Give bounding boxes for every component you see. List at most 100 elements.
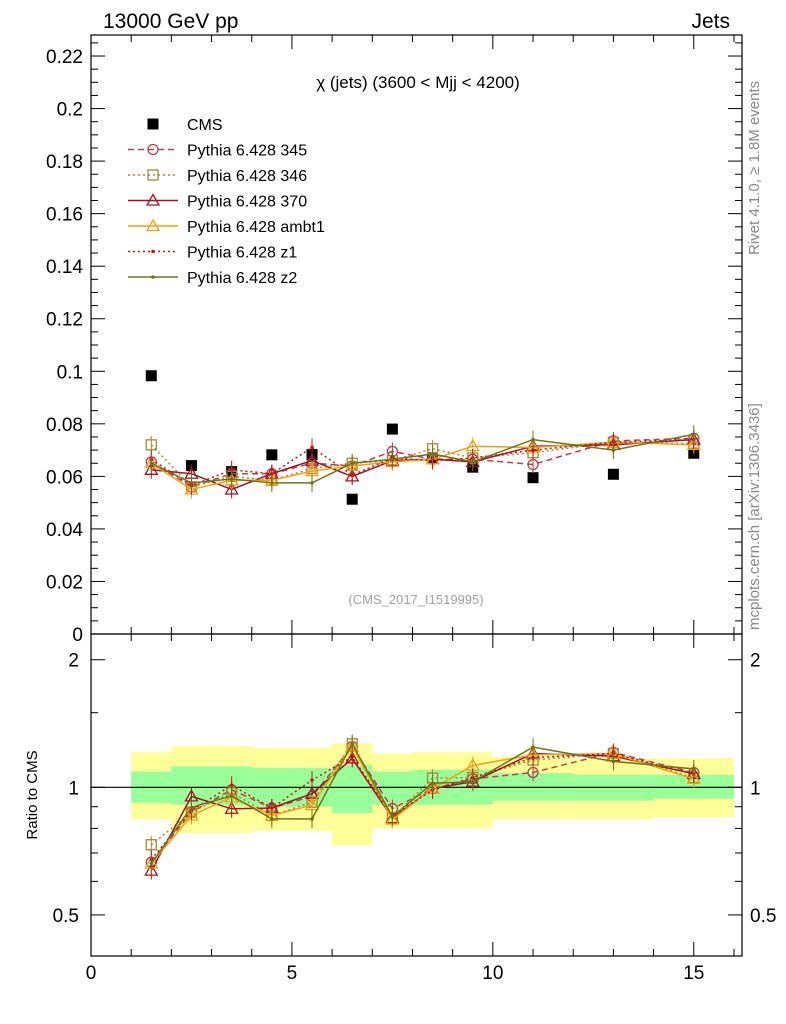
main-point-z2 <box>310 481 314 485</box>
main-point-cms <box>386 423 398 435</box>
ratio-point-z2 <box>310 817 314 821</box>
ratio-plot-frame <box>90 633 743 957</box>
main-line-z1 <box>150 438 694 487</box>
main-y-tick-label: 0 <box>72 625 83 646</box>
legend-label-p346: Pythia 6.428 346 <box>187 168 307 185</box>
legend-marker-p345 <box>147 143 159 156</box>
main-line-p345 <box>150 437 694 488</box>
main-y-tick-label: 0.04 <box>46 520 83 541</box>
main-point-z2 <box>189 481 194 485</box>
legend-marker-ambt1 <box>145 218 161 232</box>
ratio-point-p370 <box>144 863 159 876</box>
ratio-y-tick-label-left: 0.5 <box>53 906 79 927</box>
main-y-tick-label: 0.22 <box>46 47 83 68</box>
legend-marker-p370 <box>145 193 161 206</box>
ratio-point-p346 <box>145 839 157 851</box>
ratio-x-tick-label: 15 <box>683 963 704 984</box>
ratio-point-z2 <box>350 741 355 746</box>
ratio-point-z2 <box>531 745 535 749</box>
main-point-z2 <box>470 460 475 464</box>
ratio-point-ambt1 <box>304 797 320 811</box>
ratio-x-tick-label: 10 <box>482 963 503 984</box>
legend-marker-z2 <box>151 275 155 279</box>
ratio-y-axis-label: Ratio to CMS <box>24 750 41 839</box>
main-point-cms <box>266 449 278 461</box>
main-y-tick-label: 0.18 <box>46 152 83 173</box>
main-point-z2 <box>611 448 616 452</box>
main-series-z2 <box>149 425 696 492</box>
main-series-p345 <box>145 429 700 496</box>
legend-item-ambt1: Pythia 6.428 ambt1 <box>128 218 325 236</box>
main-point-cms <box>346 493 358 505</box>
ratio-y-tick-label-right: 0.5 <box>750 906 776 927</box>
main-point-cms <box>145 370 157 382</box>
main-point-cms <box>527 472 539 484</box>
ratio-line-p345 <box>150 745 694 863</box>
main-point-ambt1 <box>686 437 701 450</box>
ratio-uncertainty-band-inner <box>332 764 373 813</box>
ratio-point-z2 <box>470 779 475 784</box>
analysis-watermark: (CMS_2017_I1519995) <box>348 592 483 607</box>
ratio-y-tick-label-right: 1 <box>750 778 761 799</box>
ratio-point-z1 <box>310 778 314 782</box>
legend-marker-z1 <box>151 249 155 254</box>
main-y-tick-label: 0.2 <box>57 100 83 121</box>
ratio-point-z1 <box>229 783 234 788</box>
ratio-plot-area <box>91 734 742 880</box>
ratio-point-z1 <box>350 755 355 759</box>
main-point-z1 <box>229 468 234 472</box>
legend-item-z1: Pythia 6.428 z1 <box>128 245 297 262</box>
ratio-point-z2 <box>270 816 274 821</box>
ratio-point-ambt1 <box>686 771 701 785</box>
legend-item-cms: CMS <box>147 117 223 134</box>
legend-item-p370: Pythia 6.428 370 <box>128 193 307 211</box>
main-y-tick-label: 0.16 <box>46 205 83 226</box>
main-point-p370 <box>224 482 239 495</box>
rivet-version-label: Rivet 4.1.0, ≥ 1.8M events <box>746 81 763 255</box>
main-line-z2 <box>150 433 694 484</box>
legend-label-cms: CMS <box>187 117 223 134</box>
ratio-point-z2 <box>691 767 696 771</box>
legend-label-p345: Pythia 6.428 345 <box>187 143 307 160</box>
legend-label-z1: Pythia 6.428 z1 <box>187 245 297 262</box>
main-point-p346 <box>145 439 157 451</box>
ratio-series-z2 <box>149 734 696 873</box>
ratio-y-tick-label-right: 2 <box>750 651 761 672</box>
main-point-z2 <box>149 461 154 466</box>
main-y-tick-label: 0.12 <box>46 310 83 331</box>
ratio-point-z1 <box>531 755 535 760</box>
main-point-z1 <box>310 445 314 450</box>
main-point-z2 <box>430 452 435 456</box>
main-plot-panel: 0 0.02 0.04 0.06 0.08 0.1 0.12 0.14 0.16 0.18 0.2 0… <box>46 34 743 646</box>
main-point-p370 <box>144 462 159 475</box>
main-line-ambt1 <box>150 441 694 491</box>
ratio-y-tick-label-left: 2 <box>68 651 79 672</box>
main-plot-area <box>144 370 701 505</box>
header-left-label: 13000 GeV pp <box>103 10 238 33</box>
ratio-line-z2 <box>150 742 694 864</box>
main-point-z2 <box>270 481 274 485</box>
main-point-z2 <box>350 461 355 466</box>
main-y-tick-label: 0.06 <box>46 467 83 488</box>
main-y-tick-label: 0.14 <box>46 257 83 278</box>
ratio-y-tick-label-left: 1 <box>68 778 79 799</box>
ratio-point-z2 <box>390 814 395 819</box>
main-y-tick-label: 0.1 <box>57 362 83 383</box>
ratio-point-z2 <box>430 781 435 786</box>
main-point-z2 <box>531 437 535 442</box>
main-point-cms <box>607 468 619 480</box>
ratio-line-ambt1 <box>150 745 695 864</box>
legend-item-z2: Pythia 6.428 z2 <box>128 270 297 287</box>
main-point-z1 <box>350 473 355 477</box>
legend: CMS Pythia 6.428 345 Pythia 6.428 346 Pythi… <box>128 117 325 287</box>
header-right-label: Jets <box>691 10 730 33</box>
main-point-z1 <box>270 471 274 476</box>
main-plot-title: χ (jets) (3600 < Mjj < 4200) <box>316 73 520 92</box>
ratio-point-z2 <box>229 794 234 798</box>
legend-label-z2: Pythia 6.428 z2 <box>187 270 297 287</box>
ratio-point-z2 <box>149 861 154 866</box>
legend-item-p345: Pythia 6.428 345 <box>128 143 307 160</box>
main-y-tick-label: 0.02 <box>46 572 83 593</box>
mcplots-label: mcplots.cern.ch [arXiv:1306.3436] <box>746 403 763 630</box>
